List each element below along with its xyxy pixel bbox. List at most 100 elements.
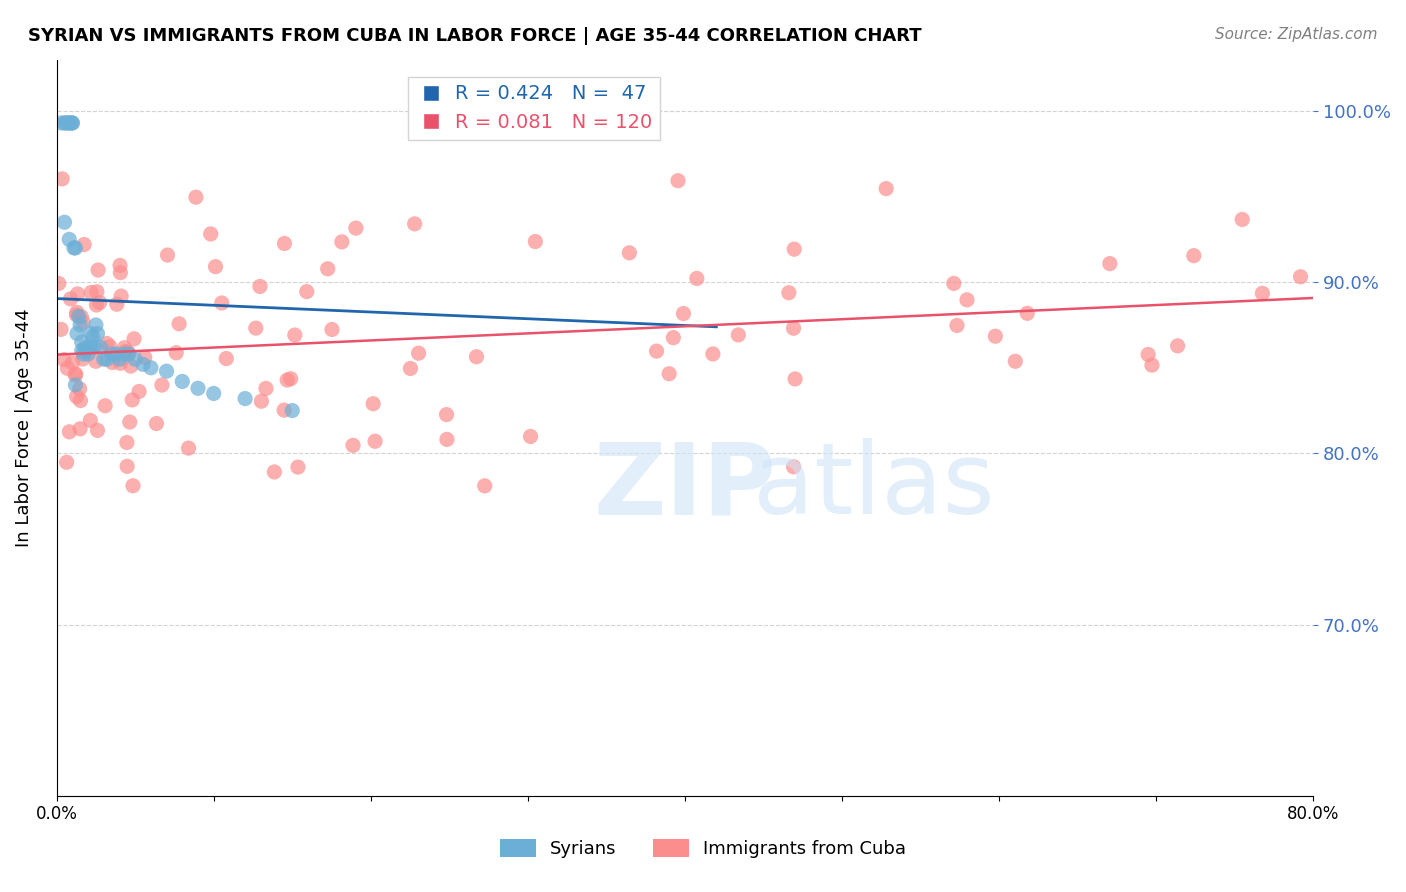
Immigrants from Cuba	[1167, 339, 1189, 353]
Immigrants from Cuba	[364, 434, 387, 449]
Immigrants from Cuba	[184, 190, 207, 204]
Syrians	[70, 343, 93, 358]
Immigrants from Cuba	[284, 328, 307, 343]
Immigrants from Cuba	[56, 361, 79, 376]
Syrians	[56, 116, 79, 130]
Syrians	[83, 340, 105, 354]
Immigrants from Cuba	[65, 390, 87, 404]
Immigrants from Cuba	[249, 279, 271, 293]
Immigrants from Cuba	[110, 289, 132, 303]
Immigrants from Cuba	[122, 332, 145, 346]
Syrians	[187, 381, 209, 395]
Immigrants from Cuba	[69, 382, 91, 396]
Immigrants from Cuba	[86, 424, 108, 438]
Syrians	[79, 340, 101, 354]
Immigrants from Cuba	[94, 399, 117, 413]
Immigrants from Cuba	[1098, 257, 1121, 271]
Immigrants from Cuba	[645, 344, 668, 359]
Immigrants from Cuba	[114, 341, 136, 355]
Syrians	[63, 241, 86, 255]
Immigrants from Cuba	[782, 459, 804, 474]
Syrians	[59, 116, 82, 130]
Immigrants from Cuba	[118, 415, 141, 429]
Legend: R = 0.424   N =  47, R = 0.081   N = 120: R = 0.424 N = 47, R = 0.081 N = 120	[408, 77, 659, 140]
Syrians	[90, 340, 112, 354]
Syrians	[100, 347, 122, 361]
Immigrants from Cuba	[295, 285, 318, 299]
Immigrants from Cuba	[122, 479, 145, 493]
Immigrants from Cuba	[53, 352, 76, 367]
Syrians	[80, 326, 103, 341]
Immigrants from Cuba	[86, 298, 108, 312]
Immigrants from Cuba	[165, 345, 187, 359]
Immigrants from Cuba	[75, 343, 97, 357]
Immigrants from Cuba	[946, 318, 969, 333]
Immigrants from Cuba	[55, 455, 77, 469]
Syrians	[58, 232, 80, 246]
Immigrants from Cuba	[150, 378, 173, 392]
Syrians	[643, 103, 665, 118]
Syrians	[80, 340, 103, 354]
Immigrants from Cuba	[145, 417, 167, 431]
Immigrants from Cuba	[156, 248, 179, 262]
Immigrants from Cuba	[120, 359, 142, 373]
Immigrants from Cuba	[66, 287, 89, 301]
Syrians	[172, 375, 194, 389]
Immigrants from Cuba	[84, 354, 107, 368]
Immigrants from Cuba	[436, 408, 458, 422]
Immigrants from Cuba	[62, 356, 84, 370]
Immigrants from Cuba	[662, 331, 685, 345]
Immigrants from Cuba	[316, 261, 339, 276]
Syrians	[108, 352, 131, 367]
Immigrants from Cuba	[110, 356, 132, 370]
Syrians	[65, 377, 87, 392]
Immigrants from Cuba	[70, 310, 93, 324]
Syrians	[73, 340, 96, 354]
Immigrants from Cuba	[58, 425, 80, 439]
Immigrants from Cuba	[408, 346, 430, 360]
Text: ZIP: ZIP	[593, 438, 776, 535]
Syrians	[66, 326, 89, 341]
Syrians	[132, 357, 155, 371]
Immigrants from Cuba	[66, 305, 89, 319]
Immigrants from Cuba	[785, 372, 807, 386]
Immigrants from Cuba	[128, 384, 150, 399]
Immigrants from Cuba	[72, 315, 94, 329]
Immigrants from Cuba	[215, 351, 238, 366]
Immigrants from Cuba	[245, 321, 267, 335]
Immigrants from Cuba	[342, 438, 364, 452]
Immigrants from Cuba	[702, 347, 724, 361]
Immigrants from Cuba	[361, 397, 384, 411]
Immigrants from Cuba	[89, 295, 111, 310]
Immigrants from Cuba	[121, 392, 143, 407]
Syrians	[86, 326, 108, 341]
Immigrants from Cuba	[48, 277, 70, 291]
Immigrants from Cuba	[79, 413, 101, 427]
Syrians	[65, 241, 87, 255]
Immigrants from Cuba	[399, 361, 422, 376]
Immigrants from Cuba	[321, 322, 343, 336]
Immigrants from Cuba	[204, 260, 226, 274]
Immigrants from Cuba	[1251, 286, 1274, 301]
Immigrants from Cuba	[519, 429, 541, 443]
Immigrants from Cuba	[273, 403, 295, 417]
Immigrants from Cuba	[115, 435, 138, 450]
Immigrants from Cuba	[330, 235, 353, 249]
Immigrants from Cuba	[250, 394, 273, 409]
Immigrants from Cuba	[875, 181, 897, 195]
Immigrants from Cuba	[65, 308, 87, 322]
Immigrants from Cuba	[108, 259, 131, 273]
Syrians	[155, 364, 177, 378]
Syrians	[202, 386, 225, 401]
Immigrants from Cuba	[1140, 358, 1163, 372]
Syrians	[72, 347, 94, 361]
Syrians	[112, 347, 135, 361]
Syrians	[93, 352, 115, 367]
Syrians	[53, 215, 76, 229]
Immigrants from Cuba	[1017, 306, 1039, 320]
Immigrants from Cuba	[778, 285, 800, 300]
Text: Source: ZipAtlas.com: Source: ZipAtlas.com	[1215, 27, 1378, 42]
Immigrants from Cuba	[115, 459, 138, 474]
Immigrants from Cuba	[101, 355, 124, 369]
Immigrants from Cuba	[117, 345, 139, 359]
